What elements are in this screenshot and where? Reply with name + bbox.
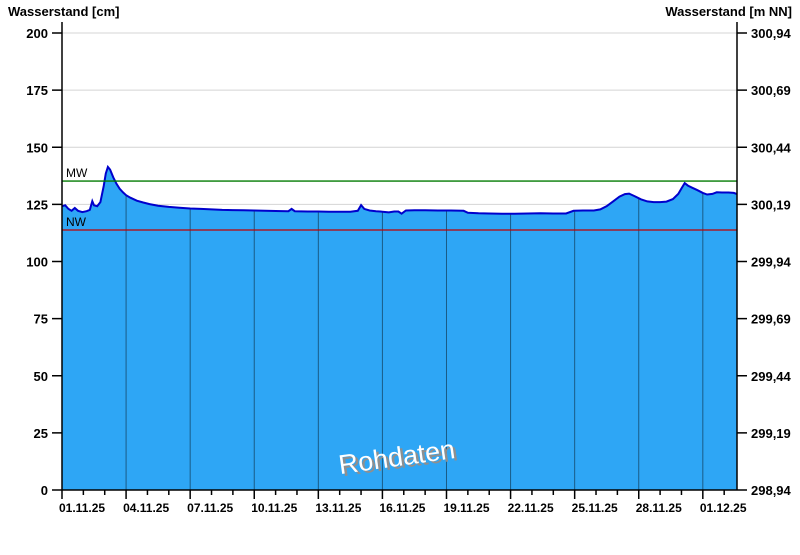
x-tick-label: 13.11.25 (315, 501, 361, 515)
y-tick-label-left: 100 (26, 255, 48, 270)
y-tick-label-right: 300,69 (751, 83, 791, 98)
x-tick-label: 16.11.25 (379, 501, 425, 515)
y-tick-label-right: 300,44 (751, 140, 792, 155)
y-tick-label-left: 25 (34, 426, 48, 441)
x-tick-label: 19.11.25 (443, 501, 489, 515)
left-axis-title: Wasserstand [cm] (8, 4, 120, 19)
x-tick-label: 04.11.25 (123, 501, 169, 515)
y-tick-label-left: 0 (41, 483, 48, 498)
vertical-gridlines-group (125, 166, 704, 490)
y-tick-label-left: 50 (34, 369, 48, 384)
x-tick-label: 01.12.25 (700, 501, 747, 515)
x-tick-label: 07.11.25 (187, 501, 233, 515)
water-level-area-fill (62, 166, 737, 490)
y-tick-label-left: 175 (26, 83, 48, 98)
x-tick-label: 22.11.25 (508, 501, 554, 515)
x-tick-label: 25.11.25 (572, 501, 618, 515)
reference-line-label-mw: MW (66, 166, 88, 180)
water-level-series-line (61, 164, 738, 215)
y-tick-label-right: 299,94 (751, 255, 792, 270)
y-tick-label-left: 200 (26, 26, 48, 41)
y-tick-label-right: 300,94 (751, 26, 792, 41)
y-tick-label-right: 299,69 (751, 312, 791, 327)
y-tick-label-right: 299,44 (751, 369, 792, 384)
y-tick-label-right: 300,19 (751, 197, 791, 212)
reference-line-label-nw: NW (66, 215, 87, 229)
x-tick-label: 01.11.25 (59, 501, 105, 515)
x-tick-label: 28.11.25 (636, 501, 682, 515)
y-tick-label-left: 125 (26, 197, 48, 212)
y-tick-label-left: 150 (26, 140, 48, 155)
x-tick-label: 10.11.25 (251, 501, 297, 515)
y-tick-label-left: 75 (34, 312, 48, 327)
y-tick-label-right: 299,19 (751, 426, 791, 441)
right-axis-title: Wasserstand [m NN] (665, 4, 792, 19)
y-tick-label-right: 298,94 (751, 483, 792, 498)
